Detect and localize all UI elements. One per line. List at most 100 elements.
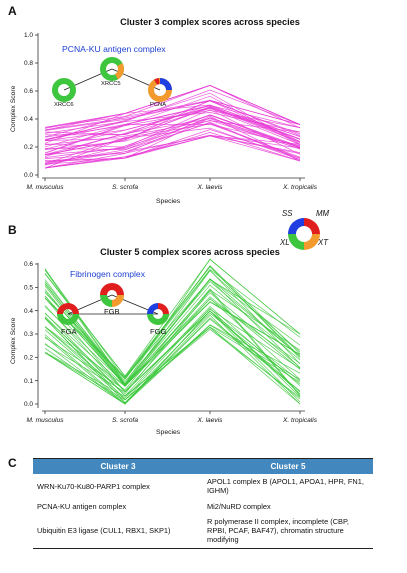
x-tick-label: M. musculus (26, 184, 64, 191)
legend-label-xl: XL (280, 238, 290, 247)
donut-fgg (147, 303, 169, 325)
series-line (44, 118, 301, 155)
panel-letter-c: C (8, 456, 17, 470)
y-tick-label: 0.5 (24, 285, 33, 292)
node-label-fgb: FGB (104, 307, 120, 316)
series-line (44, 324, 301, 404)
y-tick-label: 0.4 (24, 116, 33, 123)
series-line (44, 89, 301, 134)
chart-a-title: Cluster 3 complex scores across species (120, 17, 300, 27)
series-line (44, 278, 301, 387)
series-line (44, 301, 301, 387)
table-header-cluster3: Cluster 3 (33, 459, 203, 474)
series-line (44, 85, 301, 128)
node-label-xrcc6: XRCC6 (54, 102, 74, 108)
donut-pcna (148, 78, 172, 102)
series-line (44, 310, 301, 404)
x-tick-label: X. laevis (197, 184, 224, 191)
chart-b: 0.0 0.1 0.2 0.3 0.4 0.5 0.6 M. musculus S. scro… (24, 258, 318, 424)
chart-a-y-ticks: 0.0 0.2 0.4 0.6 0.8 1.0 (24, 32, 38, 179)
legend-label-ss: SS (282, 209, 293, 218)
donut-fgb (100, 283, 124, 307)
chart-a-xlabel: Species (156, 198, 181, 205)
table-header-cluster5: Cluster 5 (203, 459, 373, 474)
series-line (44, 268, 301, 378)
series-line (44, 107, 301, 150)
series-line (44, 127, 301, 169)
table-cell: Ubiquitin E3 ligase (CUL1, RBX1, SKP1) (37, 526, 171, 535)
series-line (44, 104, 301, 144)
y-tick-label: 0.4 (24, 308, 33, 315)
node-label-fga: FGA (61, 327, 77, 336)
series-line (44, 279, 301, 385)
series-line (44, 117, 301, 150)
series-line (44, 121, 301, 165)
series-line (44, 326, 301, 397)
x-tick-label: X. tropicalis (282, 417, 318, 424)
series-line (44, 115, 301, 169)
series-line (44, 268, 301, 380)
table-cell: WRN-Ku70-Ku80-PARP1 complex (37, 481, 150, 491)
series-line (44, 279, 301, 386)
series-line (44, 289, 301, 387)
node-label-pcna: PCNA (150, 102, 167, 108)
table-cell: Mi2/NuRD complex (207, 501, 271, 511)
y-tick-label: 0.2 (24, 355, 33, 362)
node-label-fgg: FGG (150, 327, 167, 336)
x-tick-label: S. scrofa (112, 184, 138, 191)
summary-table: Cluster 3 Cluster 5 WRN-Ku70-Ku80-PARP1 … (33, 458, 373, 549)
series-line (44, 92, 301, 145)
series-line (44, 114, 301, 150)
series-line (44, 108, 301, 145)
donut-xrcc5 (100, 57, 124, 81)
table-header-row: Cluster 3 Cluster 5 (33, 459, 373, 474)
series-line (44, 104, 301, 141)
y-tick-label: 0.0 (24, 172, 33, 179)
series-line (44, 298, 301, 392)
y-tick-label: 0.3 (24, 331, 33, 338)
series-line (44, 110, 301, 138)
series-line (44, 132, 301, 163)
y-tick-label: 1.0 (24, 32, 33, 39)
y-tick-label: 0.1 (24, 378, 33, 385)
panel-letter-b: B (8, 223, 17, 237)
x-tick-label: M. musculus (26, 417, 64, 424)
legend-label-xt: XT (318, 238, 328, 247)
chart-b-complex-title: Fibrinogen complex (70, 269, 145, 279)
legend-label-mm: MM (316, 209, 329, 218)
series-line (44, 314, 301, 405)
node-label-xrcc5: XRCC5 (101, 81, 121, 87)
chart-b-y-ticks: 0.0 0.1 0.2 0.3 0.4 0.5 0.6 (24, 261, 38, 408)
series-line (44, 269, 301, 386)
series-line (44, 135, 301, 165)
y-tick-label: 0.6 (24, 88, 33, 95)
table-row: Ubiquitin E3 ligase (CUL1, RBX1, SKP1) R… (33, 514, 373, 548)
chart-a: 0.0 0.2 0.4 0.6 0.8 1.0 M. musculus S. scrofa X… (24, 32, 318, 191)
y-tick-label: 0.8 (24, 60, 33, 67)
series-line (44, 268, 301, 385)
chart-a-series-group (44, 85, 301, 169)
y-tick-label: 0.0 (24, 401, 33, 408)
chart-a-complex-title: PCNA-KU antigen complex (62, 44, 166, 54)
species-legend-donut (288, 218, 320, 250)
series-line (44, 99, 301, 155)
y-tick-label: 0.6 (24, 261, 33, 268)
series-line (44, 258, 301, 385)
chart-a-x-ticks: M. musculus S. scrofa X. laevis X. tropical… (26, 178, 318, 191)
donut-fga (57, 303, 79, 325)
network-b (57, 283, 169, 325)
series-line (44, 114, 301, 166)
y-tick-label: 0.2 (24, 144, 33, 151)
donut-xrcc6 (52, 78, 76, 102)
x-tick-label: X. tropicalis (282, 184, 318, 191)
table-cell: R polymerase II complex, incomplete (CBP… (207, 516, 349, 545)
x-tick-label: X. laevis (197, 417, 224, 424)
table-row: PCNA-KU antigen complex Mi2/NuRD complex (33, 499, 373, 514)
network-a (52, 57, 172, 102)
chart-b-xlabel: Species (156, 429, 181, 436)
table-cell: PCNA-KU antigen complex (37, 501, 127, 511)
chart-b-ylabel: Complex Score (10, 317, 17, 364)
x-tick-label: S. scrofa (112, 417, 138, 424)
series-line (44, 265, 301, 379)
table-row: WRN-Ku70-Ku80-PARP1 complex APOL1 comple… (33, 474, 373, 499)
